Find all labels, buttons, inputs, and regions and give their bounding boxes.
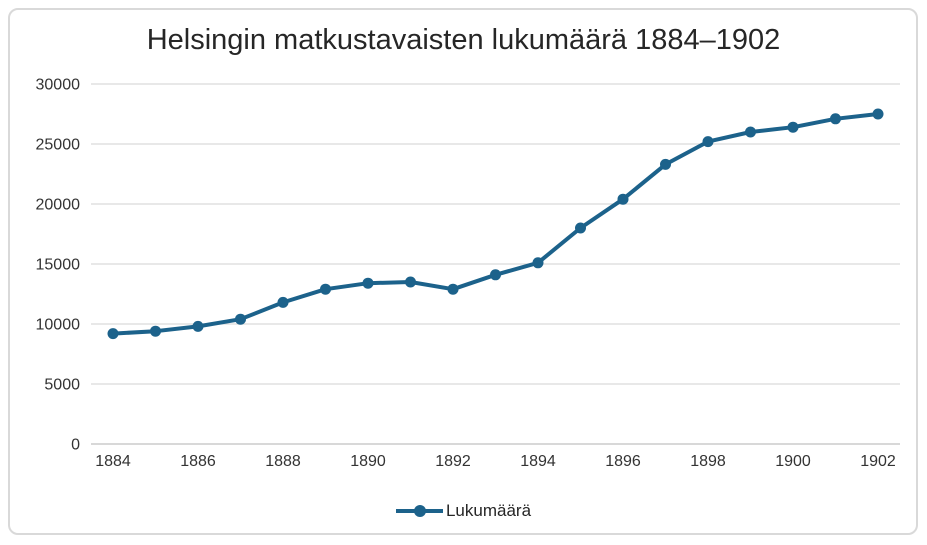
- data-point-marker: [235, 313, 246, 325]
- chart-title: Helsingin matkustavaisten lukumäärä 1884…: [146, 24, 781, 56]
- x-axis-tick-label: 1896: [605, 453, 641, 470]
- x-axis-tick-label: 1900: [775, 453, 811, 470]
- y-axis-tick-label: 20000: [36, 197, 81, 214]
- data-point-marker: [150, 325, 161, 337]
- legend-series-marker-icon: [395, 505, 443, 517]
- x-axis-tick-label: 1898: [690, 453, 726, 470]
- series-line: [111, 112, 880, 336]
- chart-border: [8, 8, 918, 535]
- data-point-marker: [702, 136, 714, 148]
- x-axis-tick-label: 1888: [265, 453, 301, 470]
- data-point-marker: [447, 283, 459, 295]
- legend-dot-icon: [413, 505, 426, 517]
- data-point-marker: [320, 283, 331, 295]
- chart-legend: Lukumäärä: [0, 501, 927, 521]
- data-point-marker: [745, 126, 756, 138]
- data-point-marker: [362, 277, 374, 289]
- y-axis-tick-label: 25000: [36, 137, 81, 154]
- x-axis-tick-label: 1886: [180, 453, 216, 470]
- data-point-marker: [787, 121, 799, 133]
- x-axis-tick-label: 1892: [435, 453, 471, 470]
- x-axis-tick-label: 1894: [520, 453, 556, 470]
- data-point-marker: [405, 276, 416, 288]
- y-axis-tick-label: 30000: [36, 77, 81, 94]
- data-point-marker: [490, 269, 501, 281]
- y-axis-tick-label: 15000: [36, 257, 81, 274]
- y-axis-tick-label: 5000: [44, 377, 80, 394]
- data-point-marker: [107, 328, 119, 340]
- data-point-marker: [277, 296, 289, 308]
- x-axis-tick-label: 1902: [860, 453, 896, 470]
- data-point-marker: [660, 158, 671, 170]
- x-axis-tick-label: 1884: [95, 453, 131, 470]
- data-point-marker: [192, 320, 204, 332]
- data-point-marker: [532, 257, 544, 269]
- data-point-marker: [872, 108, 884, 120]
- legend-series-label: Lukumäärä: [445, 501, 532, 520]
- data-point-marker: [617, 193, 629, 205]
- y-axis-tick-label: 10000: [36, 317, 81, 334]
- data-point-marker: [575, 222, 586, 234]
- x-axis-tick-label: 1890: [350, 453, 386, 470]
- y-axis-tick-label: 0: [71, 437, 80, 454]
- data-point-marker: [830, 113, 841, 125]
